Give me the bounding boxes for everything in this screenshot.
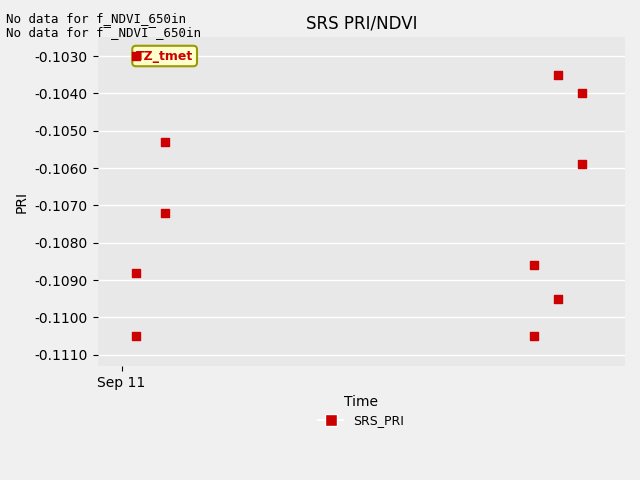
Point [131, 332, 141, 340]
Text: TZ_tmet: TZ_tmet [136, 49, 193, 62]
Point [159, 209, 170, 216]
Title: SRS PRI/NDVI: SRS PRI/NDVI [305, 15, 417, 33]
Point [553, 295, 563, 302]
Point [553, 71, 563, 79]
Text: No data for f̅_NDVI̅_650in: No data for f̅_NDVI̅_650in [6, 26, 202, 39]
Point [131, 269, 141, 276]
Y-axis label: PRI: PRI [15, 191, 29, 213]
Point [577, 160, 587, 168]
X-axis label: Time: Time [344, 395, 378, 409]
Point [529, 261, 539, 269]
Point [159, 138, 170, 146]
Point [529, 332, 539, 340]
Legend: SRS_PRI: SRS_PRI [314, 409, 409, 432]
Point [577, 89, 587, 97]
Text: No data for f_NDVI_650in: No data for f_NDVI_650in [6, 12, 186, 25]
Point [131, 52, 141, 60]
